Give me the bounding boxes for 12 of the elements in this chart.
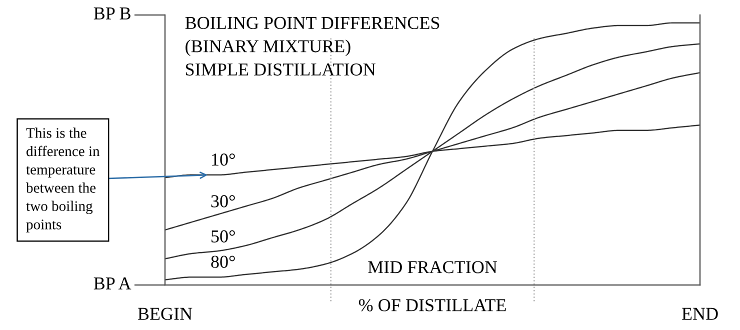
text: BP A: [94, 277, 132, 290]
series-label: 30°: [211, 195, 235, 208]
series-label: 50°: [212, 230, 235, 242]
series-label: 10°: [212, 153, 235, 166]
text: This is the difference in temperature between the two boiling points: [26, 128, 100, 232]
x-axis-title: % OF DISTILLATE: [358, 299, 506, 312]
x-tick-label: END: [682, 308, 718, 320]
text: BP B: [94, 8, 130, 20]
series-label: 80°: [211, 256, 235, 268]
x-tick-label: BEGIN: [138, 308, 192, 320]
annotation: MID FRACTION: [368, 261, 498, 274]
text: BOILING POINT DIFFERENCES (BINARY MIXTURE) SIMPLE DISTILLATION: [185, 16, 440, 76]
